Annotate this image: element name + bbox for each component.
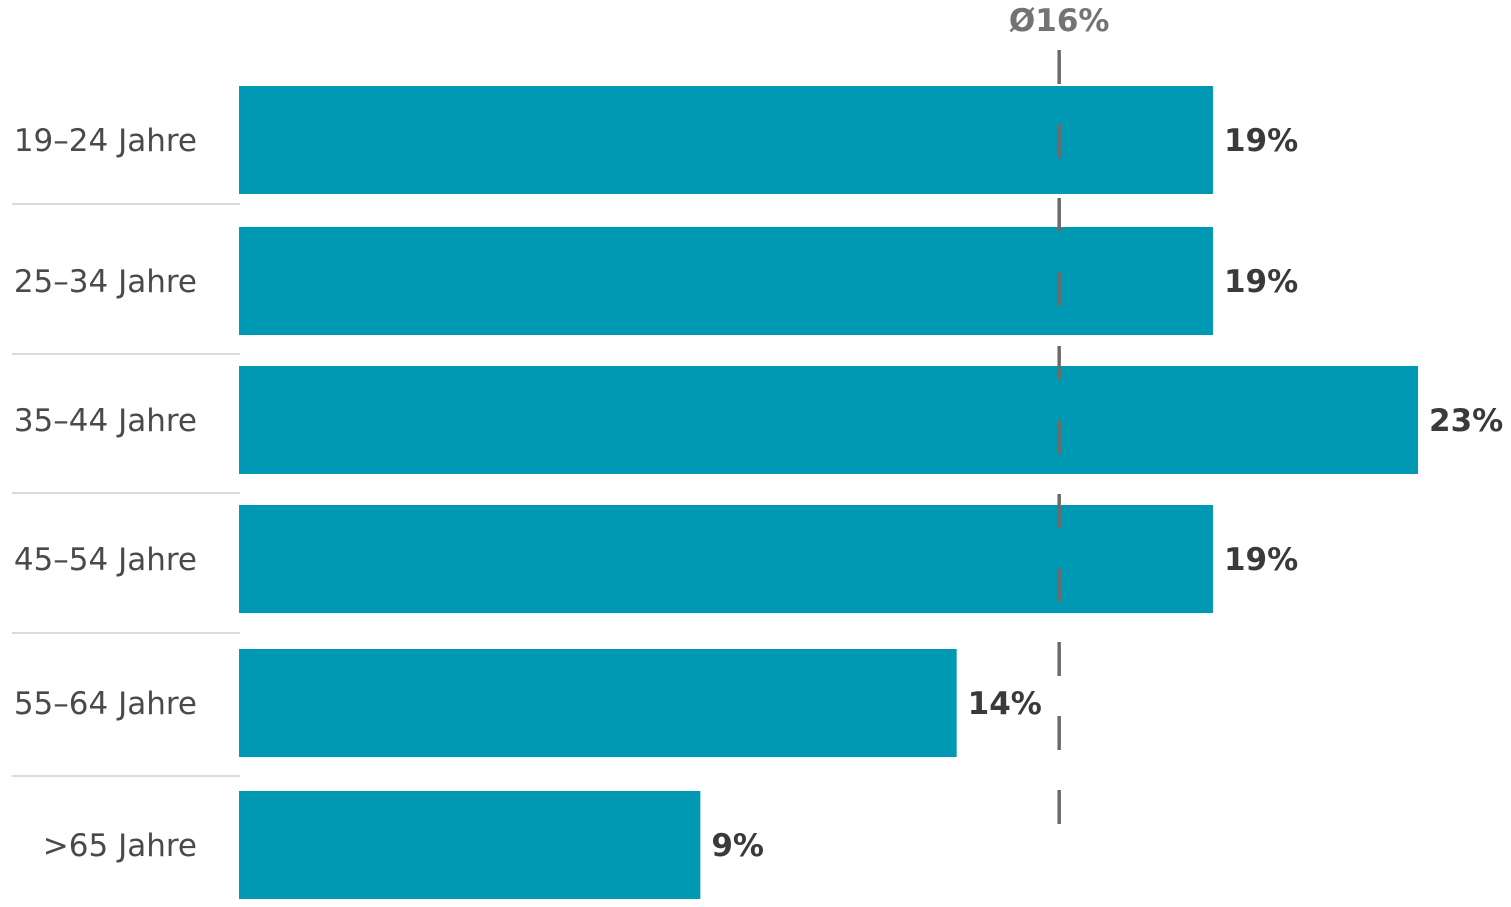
bar [239,227,1213,335]
category-label: 55–64 Jahre [14,686,197,722]
category-label: 35–44 Jahre [14,403,197,439]
value-label: 19% [1224,123,1298,159]
category-label: 45–54 Jahre [14,542,197,578]
bars [239,86,1418,899]
category-label: 19–24 Jahre [14,123,197,159]
category-labels: 19–24 Jahre 25–34 Jahre 35–44 Jahre 45–54 J… [14,123,197,864]
value-labels: 19% 19% 23% 19% 14% 9% [711,123,1503,864]
value-label: 9% [711,828,764,864]
value-label: 14% [968,686,1042,722]
category-label: 25–34 Jahre [14,264,197,300]
bar [239,505,1213,613]
bar [239,649,957,757]
bar [239,366,1418,474]
value-label: 23% [1429,403,1503,439]
row-separators [12,203,240,777]
average-label: Ø16% [1009,3,1110,39]
category-label: >65 Jahre [43,828,197,864]
value-label: 19% [1224,542,1298,578]
bar [239,791,701,899]
value-label: 19% [1224,264,1298,300]
bar [239,86,1213,194]
